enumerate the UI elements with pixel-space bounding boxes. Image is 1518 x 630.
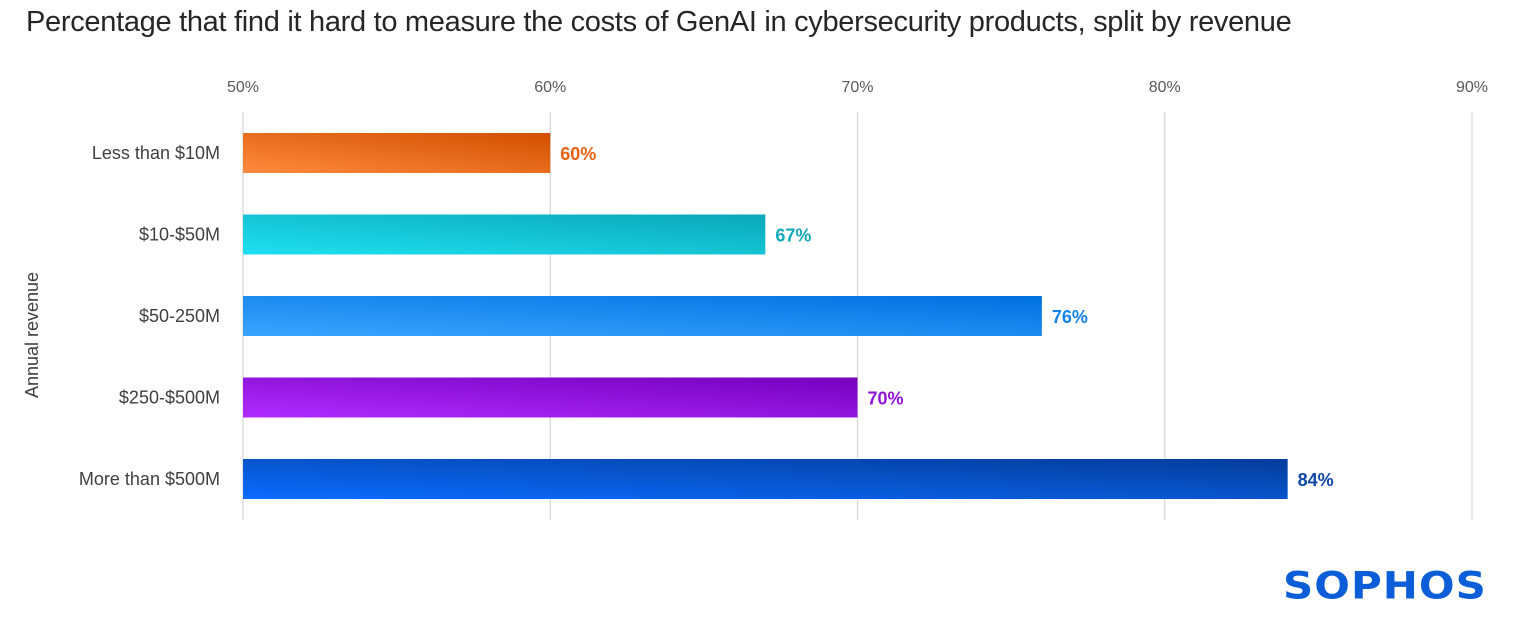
- x-tick-label: 60%: [534, 79, 566, 96]
- category-label: More than $500M: [79, 469, 220, 489]
- category-label: Less than $10M: [92, 143, 220, 163]
- bar: [243, 377, 858, 418]
- x-tick-label: 70%: [841, 79, 873, 96]
- bar: [243, 133, 551, 173]
- data-labels: 60% 67% 76% 70% 84%: [560, 144, 1333, 490]
- category-labels: Less than $10M $10-$50M $50-250M $250-$500M…: [79, 143, 220, 489]
- data-label: 70%: [868, 389, 904, 409]
- data-label: 60%: [560, 144, 596, 164]
- x-tick-label: 50%: [227, 79, 259, 96]
- x-tick-label: 80%: [1149, 79, 1181, 96]
- y-axis-label: Annual revenue: [22, 272, 42, 398]
- data-label: 84%: [1298, 470, 1334, 490]
- bar: [243, 459, 1288, 499]
- category-label: $10-$50M: [139, 225, 220, 245]
- data-label: 67%: [775, 226, 811, 246]
- chart-title: Percentage that find it hard to measure …: [26, 6, 1292, 38]
- category-label: $250-$500M: [119, 388, 220, 408]
- sophos-logo: SOPHOS: [1283, 563, 1487, 608]
- bar: [243, 214, 766, 255]
- data-label: 76%: [1052, 307, 1088, 327]
- bars: [243, 133, 1288, 499]
- bar: [243, 296, 1042, 336]
- x-tick-labels: 50% 60% 70% 80% 90%: [227, 79, 1488, 96]
- category-label: $50-250M: [139, 306, 220, 326]
- x-tick-label: 90%: [1456, 79, 1488, 96]
